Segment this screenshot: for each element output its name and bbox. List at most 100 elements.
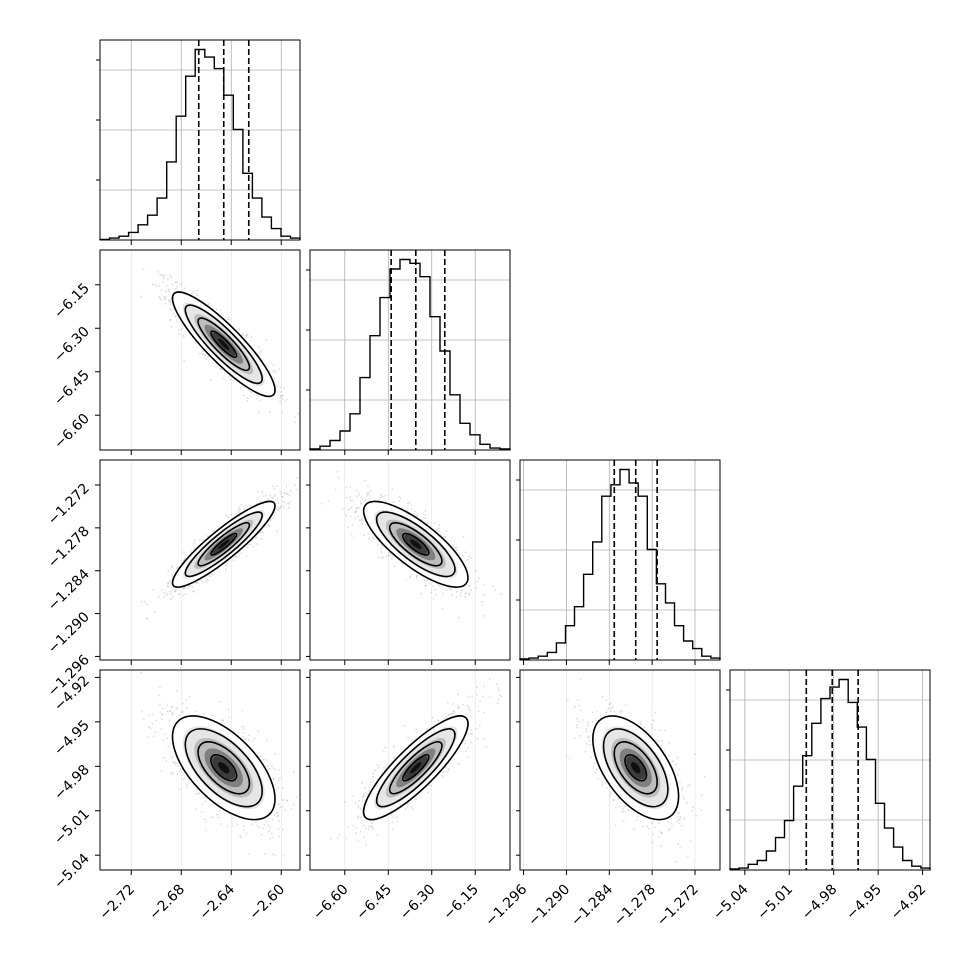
- scatter-point: [280, 493, 282, 496]
- scatter-point: [164, 298, 167, 300]
- scatter-point: [170, 276, 173, 279]
- scatter-point: [363, 479, 366, 482]
- scatter-point: [337, 477, 340, 479]
- scatter-point: [407, 502, 409, 505]
- scatter-point: [358, 519, 361, 521]
- scatter-point: [359, 502, 362, 505]
- scatter-point: [500, 593, 502, 596]
- panel-2-1: [306, 459, 511, 665]
- scatter-point: [227, 318, 230, 321]
- scatter-point: [232, 559, 235, 562]
- scatter-point: [148, 726, 150, 728]
- scatter-point: [272, 485, 274, 488]
- scatter-point: [160, 299, 162, 301]
- scatter-point: [430, 591, 433, 594]
- scatter-point: [174, 314, 177, 317]
- scatter-point: [277, 508, 280, 511]
- scatter-point: [195, 710, 198, 713]
- scatter-point: [336, 470, 339, 473]
- scatter-point: [154, 731, 157, 734]
- scatter-point: [438, 530, 441, 533]
- scatter-point: [236, 556, 239, 558]
- scatter-point: [281, 500, 284, 503]
- scatter-point: [434, 589, 436, 591]
- scatter-point: [345, 515, 348, 518]
- scatter-point: [238, 554, 240, 557]
- scatter-point: [163, 298, 165, 301]
- histogram-bar-step: [99, 48, 301, 241]
- scatter-point: [362, 534, 365, 537]
- scatter-point: [285, 485, 287, 488]
- scatter-point: [174, 590, 177, 593]
- scatter-point: [188, 781, 191, 784]
- scatter-point: [413, 510, 416, 512]
- scatter-point: [432, 585, 435, 588]
- scatter-point: [260, 349, 262, 352]
- scatter-point: [370, 540, 373, 542]
- scatter-point: [370, 490, 372, 492]
- scatter-point: [468, 555, 470, 558]
- scatter-point: [273, 369, 275, 372]
- scatter-point: [164, 302, 167, 305]
- scatter-point: [273, 495, 276, 497]
- scatter-point: [162, 739, 165, 741]
- scatter-point: [220, 823, 223, 826]
- scatter-point: [226, 825, 229, 828]
- scatter-point: [159, 296, 162, 299]
- scatter-point: [279, 397, 282, 399]
- scatter-point: [272, 363, 275, 366]
- scatter-point: [193, 547, 196, 550]
- scatter-point: [283, 501, 285, 503]
- scatter-point: [171, 573, 174, 576]
- scatter-point: [438, 585, 441, 587]
- scatter-point: [327, 500, 330, 502]
- scatter-point: [357, 491, 360, 494]
- scatter-point: [296, 488, 299, 491]
- scatter-point: [168, 300, 171, 303]
- scatter-point: [164, 290, 167, 293]
- scatter-point: [165, 592, 168, 595]
- scatter-point: [140, 295, 143, 298]
- scatter-point: [182, 594, 184, 597]
- scatter-point: [211, 714, 214, 716]
- scatter-point: [166, 594, 169, 596]
- scatter-point: [211, 529, 214, 532]
- scatter-point: [380, 547, 383, 550]
- scatter-point: [377, 543, 379, 546]
- scatter-point: [358, 494, 361, 496]
- scatter-point: [398, 496, 401, 498]
- scatter-point: [209, 575, 211, 578]
- scatter-point: [361, 498, 364, 500]
- scatter-point: [468, 592, 470, 595]
- scatter-point: [368, 493, 370, 496]
- scatter-point: [351, 499, 354, 502]
- scatter-point: [356, 495, 358, 498]
- scatter-point: [385, 555, 388, 557]
- scatter-point: [172, 312, 175, 315]
- scatter-point: [379, 496, 382, 499]
- panel-1-0: −6.60−6.45−6.30−6.15: [51, 249, 301, 455]
- scatter-point: [241, 333, 244, 336]
- scatter-point: [459, 594, 462, 597]
- scatter-point: [196, 289, 199, 292]
- scatter-point: [206, 535, 209, 537]
- panel-2-0: −1.296−1.290−1.284−1.278−1.272: [45, 459, 301, 700]
- scatter-point: [384, 494, 387, 497]
- scatter-point: [224, 564, 227, 567]
- scatter-point: [279, 491, 281, 493]
- scatter-point: [246, 334, 249, 337]
- scatter-point: [250, 336, 253, 339]
- scatter-point: [367, 532, 370, 535]
- scatter-point: [243, 508, 246, 511]
- scatter-point: [182, 551, 185, 553]
- scatter-point: [259, 351, 262, 354]
- panel-2-2: [516, 459, 721, 665]
- scatter-point: [165, 760, 168, 763]
- scatter-point: [391, 488, 394, 491]
- scatter-point: [199, 539, 201, 541]
- scatter-point: [268, 525, 271, 527]
- scatter-point: [176, 281, 179, 284]
- scatter-point: [293, 484, 296, 487]
- scatter-point: [349, 486, 352, 488]
